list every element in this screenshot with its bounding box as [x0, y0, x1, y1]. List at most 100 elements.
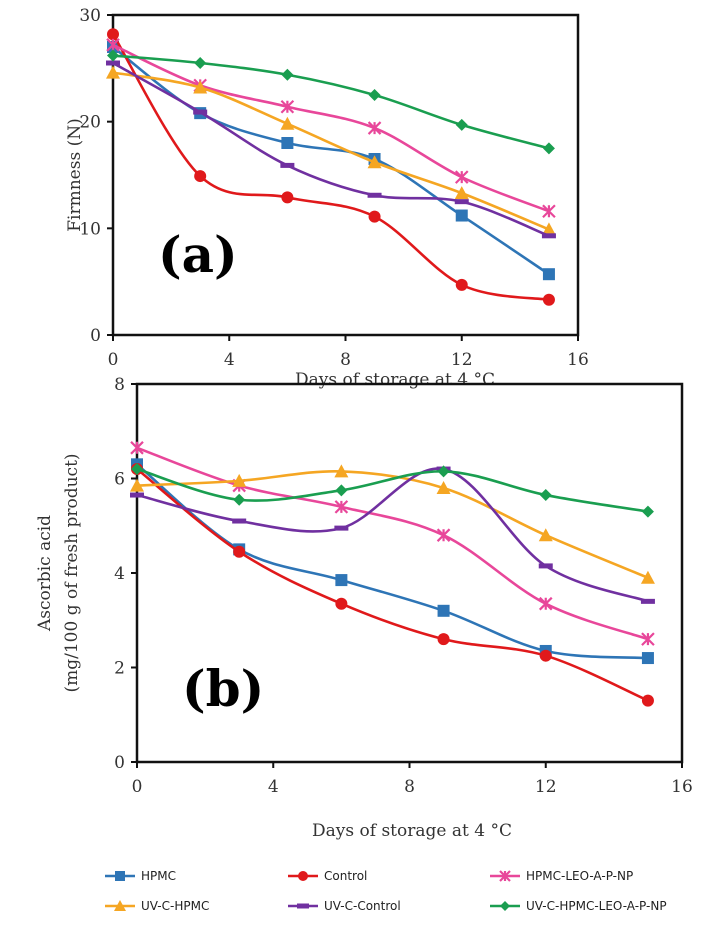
x-tick-label: 16	[671, 777, 693, 797]
marker-diamond	[500, 901, 510, 911]
series-uv-c-hpmc	[106, 65, 556, 236]
marker-triangle	[280, 116, 295, 130]
marker-diamond	[233, 493, 246, 506]
series-uv-c-hpmc	[130, 464, 655, 584]
legend-item: UV-C-HPMC	[105, 899, 209, 913]
series-line	[136, 468, 649, 702]
marker-dash	[297, 903, 309, 909]
y-tick-label: 0	[90, 326, 101, 346]
marker-dash	[106, 60, 120, 66]
series-uv-c-hpmc-leo-a-p-np	[107, 49, 555, 155]
marker-circle	[281, 191, 294, 204]
legend-item: UV-C-HPMC-LEO-A-P-NP	[490, 899, 667, 913]
marker-diamond	[539, 489, 552, 502]
legend-label: HPMC-LEO-A-P-NP	[526, 869, 633, 883]
x-axis-label: Days of storage at 4 °C	[295, 370, 495, 390]
marker-diamond	[131, 463, 143, 476]
marker-circle	[641, 694, 654, 707]
marker-square	[542, 268, 555, 281]
marker-circle	[298, 871, 308, 881]
series-line	[136, 467, 649, 603]
marker-square	[281, 137, 294, 149]
x-tick-label: 12	[451, 350, 473, 370]
legend-label: Control	[324, 869, 367, 883]
marker-dash	[334, 525, 349, 531]
marker-diamond	[641, 505, 654, 518]
marker-x	[130, 441, 144, 455]
marker-x	[367, 121, 382, 135]
series-uv-c-hpmc-leo-a-p-np	[131, 463, 654, 518]
marker-circle	[107, 28, 119, 41]
marker-dash	[130, 492, 144, 498]
marker-circle	[335, 597, 348, 610]
marker-dash	[367, 192, 382, 198]
legend-label: UV-C-HPMC	[141, 899, 209, 913]
x-tick-label: 0	[108, 350, 119, 370]
series-line	[112, 43, 550, 213]
y-tick-label: 20	[79, 113, 101, 133]
marker-x	[280, 99, 295, 114]
y-axis-label: Ascorbic acid	[35, 515, 55, 632]
marker-diamond	[281, 68, 294, 81]
marker-triangle	[232, 473, 247, 487]
legend-item: HPMC-LEO-A-P-NP	[490, 869, 633, 883]
marker-diamond	[107, 49, 119, 62]
marker-circle	[233, 545, 246, 558]
y-tick-label: 6	[114, 470, 125, 490]
marker-triangle	[367, 155, 382, 169]
marker-triangle	[640, 570, 655, 584]
legend-item: HPMC	[105, 869, 176, 883]
y-tick-label: 2	[114, 659, 125, 679]
panel-label: (b)	[182, 659, 264, 718]
series-hpmc-leo-a-p-np	[106, 38, 556, 219]
series-hpmc-leo-a-p-np	[130, 441, 655, 646]
chart-b: 0 4 8 12 16 0 2 4 6 8 Days of storage at 4 °C Ascor…	[35, 375, 693, 841]
series-line	[112, 71, 550, 231]
x-tick-label: 16	[567, 350, 589, 370]
marker-triangle	[114, 900, 126, 911]
x-tick-label: 8	[404, 777, 415, 797]
series-line	[136, 467, 649, 513]
y-tick-label: 10	[79, 219, 101, 239]
marker-x	[538, 596, 553, 611]
marker-x	[106, 38, 120, 52]
marker-square	[335, 574, 348, 587]
y-tick-label: 8	[114, 375, 125, 395]
marker-x	[499, 870, 511, 882]
series-uv-c-control	[130, 466, 655, 604]
series-control	[107, 28, 555, 306]
marker-dash	[541, 233, 556, 239]
chart-a: 0 4 8 12 16 0 10 20 30 Days of storage at 4 °C Fir…	[65, 6, 589, 390]
x-tick-label: 4	[268, 777, 279, 797]
marker-square	[455, 209, 468, 222]
y-tick-label: 4	[114, 564, 125, 584]
marker-triangle	[541, 222, 556, 236]
marker-square	[641, 652, 654, 665]
legend-item: UV-C-Control	[288, 899, 401, 913]
legend-label: HPMC	[141, 869, 176, 883]
marker-dash	[538, 563, 553, 569]
marker-dash	[640, 598, 655, 604]
marker-circle	[455, 278, 468, 291]
marker-diamond	[335, 484, 348, 497]
marker-dash	[280, 162, 295, 168]
series-uv-c-control	[106, 60, 556, 239]
marker-x	[334, 500, 349, 514]
y-axis-label: (mg/100 g of fresh product)	[62, 453, 82, 692]
marker-diamond	[368, 89, 381, 101]
series-line	[136, 470, 649, 579]
marker-x	[542, 204, 556, 219]
x-tick-label: 0	[132, 777, 143, 797]
marker-dash	[454, 199, 469, 205]
legend-label: UV-C-Control	[324, 899, 401, 913]
marker-diamond	[542, 142, 555, 155]
legend: HPMC Control HPMC-LEO-A-P-NP UV-C-HPMC UV-C-…	[105, 869, 667, 913]
marker-circle	[368, 210, 381, 223]
marker-diamond	[437, 465, 450, 478]
marker-dash	[232, 518, 247, 524]
marker-triangle	[436, 480, 451, 494]
marker-x	[454, 170, 469, 184]
plot-frame	[111, 13, 580, 337]
marker-triangle	[334, 464, 349, 478]
